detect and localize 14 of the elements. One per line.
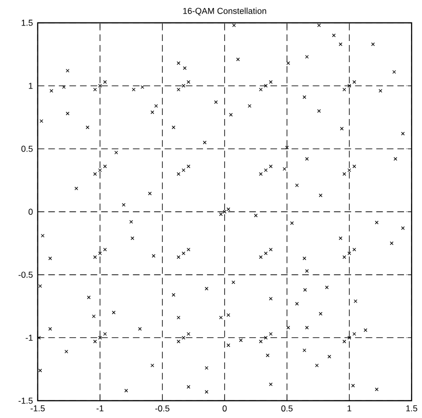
chart-title: 16-QAM Constellation [183,8,266,16]
x-tick-label: -0.5 [155,406,170,412]
x-tick-label: 0 [222,406,227,412]
y-tick-label: -1.5 [18,398,33,404]
x-tick-label: 1 [348,406,352,412]
y-tick-label: -0.5 [18,272,33,278]
y-tick-label: 1 [28,83,33,89]
x-tick-label: -1 [96,406,104,412]
y-tick-label: -1 [26,334,33,341]
x-tick-label: 1.5 [406,406,418,412]
x-tick-label: 0.5 [281,406,293,412]
y-tick-label: 1.5 [22,20,33,26]
y-tick-label: 0.5 [21,146,33,152]
y-tick-label: 0 [28,208,33,216]
